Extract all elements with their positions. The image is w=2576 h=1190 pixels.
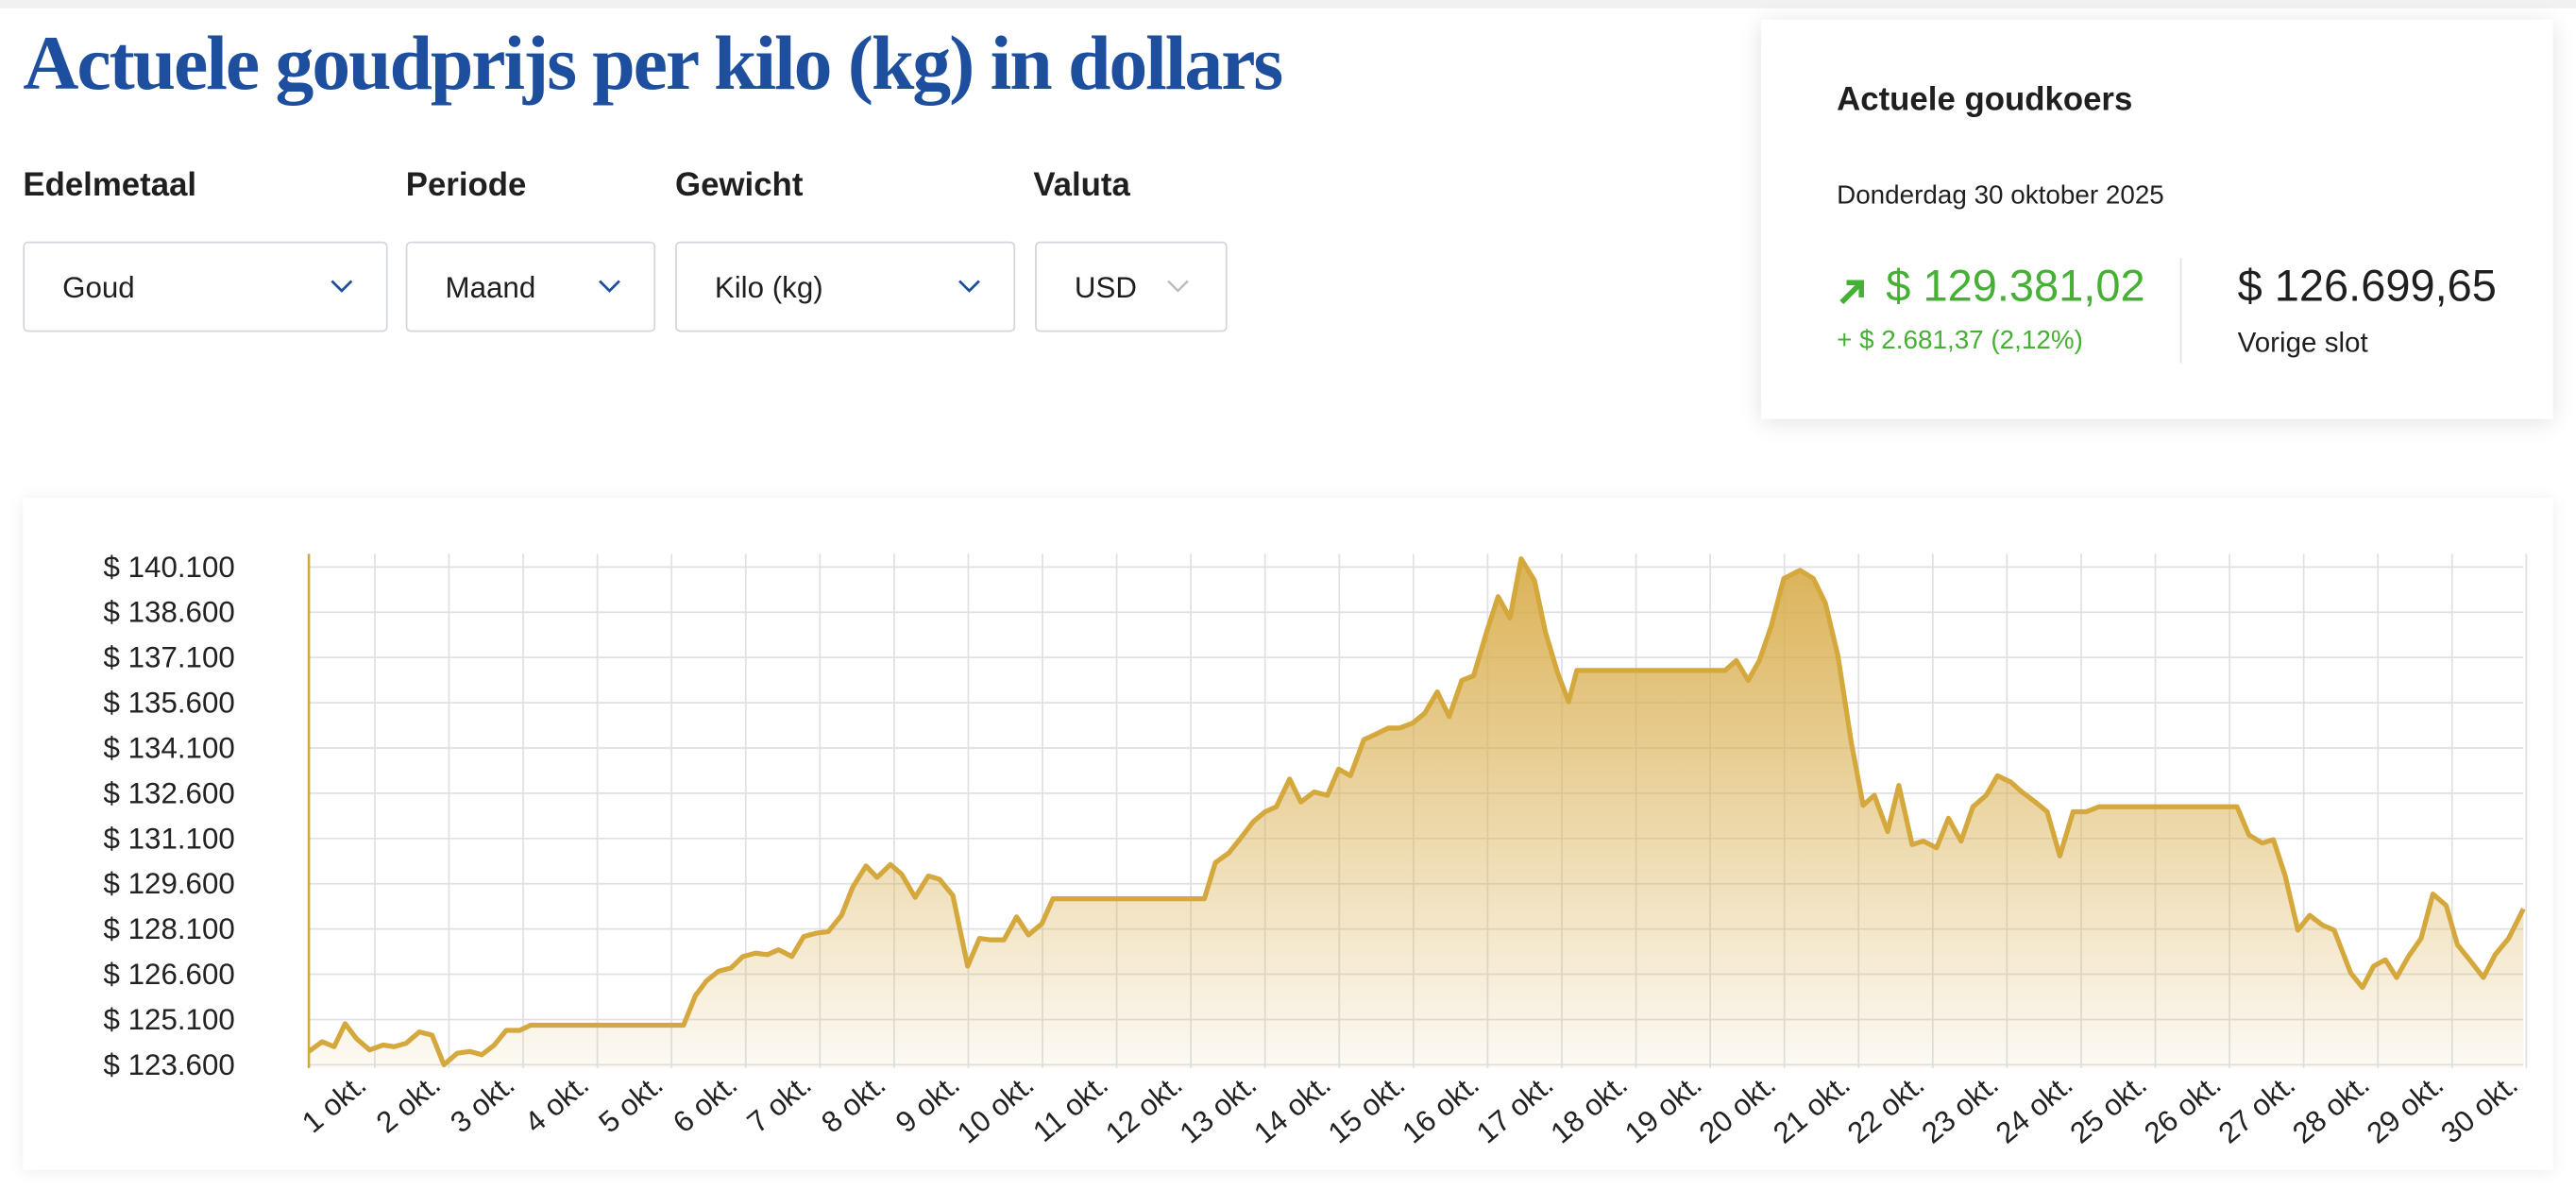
y-tick-label: $ 132.600: [104, 776, 235, 809]
x-tick-label: 3 okt.: [444, 1067, 520, 1139]
chevron: [599, 280, 620, 293]
select-value: USD: [1074, 271, 1137, 304]
filter-label: Edelmetaal: [23, 167, 197, 204]
select-value: Goud: [62, 271, 135, 304]
chevron: [1167, 280, 1189, 293]
price-change: + $ 2.681,37 (2,12%): [1837, 327, 2083, 355]
price-line: [307, 556, 2526, 1068]
x-tick-label: 24 okt.: [1990, 1067, 2078, 1149]
currency-select[interactable]: USD: [1035, 241, 1228, 332]
x-tick-label: 27 okt.: [2212, 1067, 2301, 1149]
x-tick-label: 13 okt.: [1174, 1067, 1263, 1149]
y-tick-label: $ 134.100: [104, 731, 235, 764]
y-tick-label: $ 128.100: [104, 912, 235, 945]
card-date: Donderdag 30 oktober 2025: [1837, 182, 2164, 211]
x-tick-label: 21 okt.: [1767, 1067, 1856, 1149]
y-tick-label: $ 135.600: [104, 687, 235, 720]
x-tick-label: 20 okt.: [1693, 1067, 1782, 1149]
page-title: Actuele goudprijs per kilo (kg) in dolla…: [23, 21, 1283, 108]
x-tick-label: 22 okt.: [1841, 1067, 1930, 1149]
y-tick-label: $ 138.600: [104, 596, 235, 629]
previous-label: Vorige slot: [2237, 327, 2368, 359]
x-tick-label: 12 okt.: [1099, 1067, 1188, 1149]
up-arrow: [1839, 280, 1864, 305]
filter-label: Periode: [405, 167, 527, 204]
filter-label: Valuta: [1033, 167, 1130, 204]
y-tick-label: $ 140.100: [104, 551, 235, 584]
period-select[interactable]: Maand: [405, 241, 656, 332]
x-tick-label: 29 okt.: [2361, 1067, 2449, 1149]
x-tick-label: 6 okt.: [667, 1067, 743, 1139]
x-tick-label: 28 okt.: [2286, 1067, 2375, 1149]
x-tick-label: 15 okt.: [1322, 1067, 1411, 1149]
x-tick-label: 17 okt.: [1470, 1067, 1559, 1149]
x-tick-label: 5 okt.: [593, 1067, 669, 1139]
x-tick-label: 4 okt.: [518, 1067, 595, 1139]
y-tick-label: $ 125.100: [104, 1003, 235, 1036]
x-tick-label: 25 okt.: [2064, 1067, 2153, 1149]
x-tick-label: 11 okt.: [1026, 1067, 1114, 1148]
card-title: Actuele goudkoers: [1837, 81, 2133, 119]
current-price: $ 129.381,02: [1886, 261, 2145, 311]
x-tick-label: 18 okt.: [1545, 1067, 1634, 1149]
y-tick-label: $ 123.600: [104, 1048, 235, 1081]
y-tick-label: $ 137.100: [104, 641, 235, 674]
select-value: Kilo (kg): [714, 271, 823, 304]
divider: [2179, 258, 2182, 364]
x-tick-label: 30 okt.: [2434, 1067, 2523, 1149]
chevron: [958, 280, 980, 293]
x-tick-label: 1 okt.: [296, 1067, 372, 1139]
filter-label: Gewicht: [675, 167, 804, 204]
x-tick-label: 10 okt.: [951, 1067, 1040, 1149]
x-tick-label: 16 okt.: [1396, 1067, 1484, 1149]
rate-card: Actuele goudkoers Donderdag 30 oktober 2…: [1761, 19, 2553, 419]
x-tick-label: 2 okt.: [370, 1067, 447, 1139]
x-tick-label: 8 okt.: [815, 1067, 891, 1139]
x-tick-label: 14 okt.: [1247, 1067, 1336, 1149]
x-tick-label: 7 okt.: [741, 1067, 818, 1139]
y-tick-label: $ 126.600: [104, 958, 235, 991]
y-tick-label: $ 131.100: [104, 822, 235, 855]
top-band: [0, 0, 2576, 8]
select-value: Maand: [445, 271, 536, 304]
metal-select[interactable]: Goud: [23, 241, 388, 332]
previous-price: $ 126.699,65: [2237, 261, 2497, 311]
weight-select[interactable]: Kilo (kg): [675, 241, 1016, 332]
x-tick-label: 23 okt.: [1915, 1067, 2004, 1149]
chevron: [330, 280, 353, 293]
area-fill: [309, 558, 2524, 1068]
x-tick-label: 26 okt.: [2138, 1067, 2227, 1149]
x-tick-label: 19 okt.: [1618, 1067, 1707, 1149]
y-tick-label: $ 129.600: [104, 867, 235, 900]
